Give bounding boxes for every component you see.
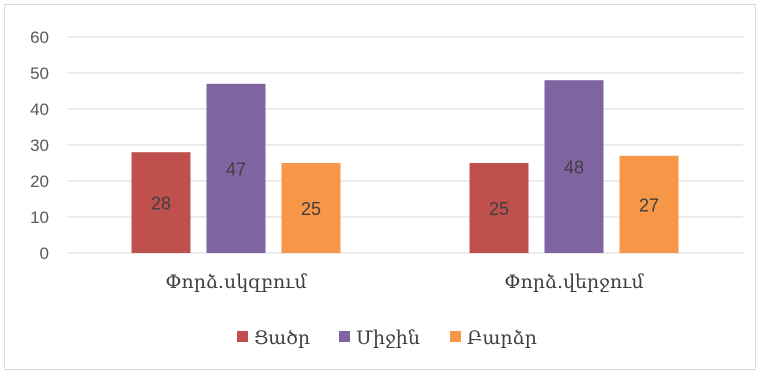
legend-item: Ցածր (237, 327, 310, 349)
y-tick-label: 10 (30, 208, 49, 227)
y-tick-label: 0 (40, 244, 49, 263)
y-tick-label: 40 (30, 100, 49, 119)
legend-swatch (339, 331, 350, 342)
legend-item: Միջին (339, 327, 420, 349)
legend-label: Բարձր (467, 327, 537, 349)
y-tick-label: 50 (30, 64, 49, 83)
legend-swatch (237, 331, 248, 342)
bar (469, 163, 529, 253)
legend-label: Ցածր (254, 327, 310, 349)
category-labels: Փորձ.սկզբում Փորձ.վերջում (165, 271, 644, 293)
y-tick-label: 60 (30, 28, 49, 47)
category-label: Փորձ.սկզբում (165, 271, 307, 293)
bar (281, 163, 341, 253)
data-label: 48 (564, 158, 584, 178)
bars (131, 80, 679, 253)
data-label: 27 (639, 195, 659, 215)
y-tick-label: 20 (30, 172, 49, 191)
data-label: 47 (226, 159, 246, 179)
data-label: 28 (151, 194, 171, 214)
legend-label: Միջին (356, 327, 420, 349)
y-axis-tick-labels: 0 10 20 30 40 50 60 (30, 28, 49, 263)
chart-frame: 0 10 20 30 40 50 60 28 47 25 25 48 27 Փորձ.սկզբում Փ… (4, 4, 756, 370)
bar (131, 152, 191, 253)
category-label: Փորձ.վերջում (504, 271, 644, 293)
legend-swatch (450, 331, 461, 342)
data-label: 25 (301, 199, 321, 219)
bar (544, 80, 604, 253)
legend-item: Բարձր (450, 327, 537, 349)
bar (206, 83, 266, 253)
y-tick-label: 30 (30, 136, 49, 155)
data-labels: 28 47 25 25 48 27 (151, 158, 659, 219)
bar (619, 155, 679, 253)
legend: Ցածր Միջին Բարձր (237, 327, 537, 349)
data-label: 25 (489, 199, 509, 219)
